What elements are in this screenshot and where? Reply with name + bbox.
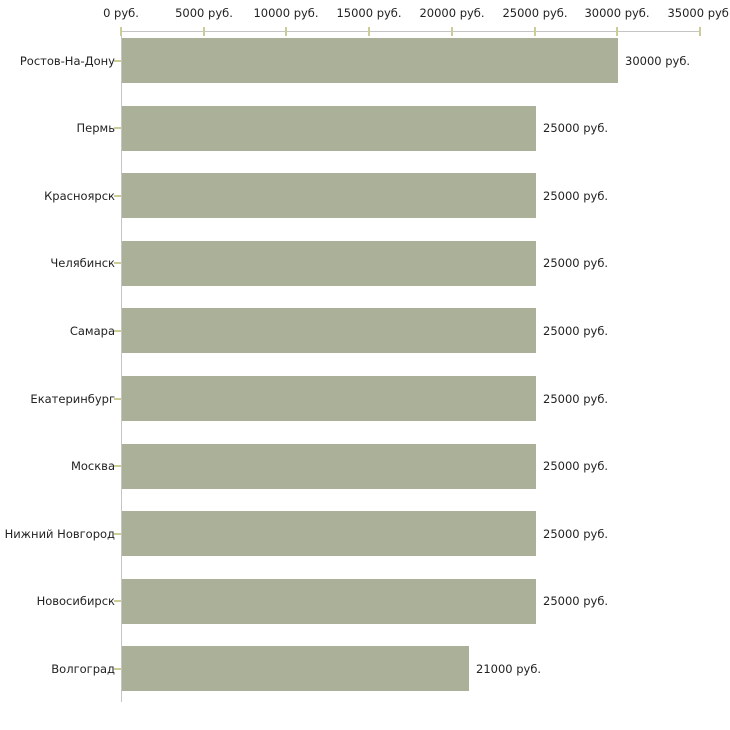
x-axis-line (121, 31, 700, 32)
bar (122, 308, 536, 353)
y-axis-tick (114, 330, 121, 332)
category-label: Волгоград (51, 662, 115, 676)
x-axis-tick (534, 27, 536, 36)
bar (122, 579, 536, 624)
value-label: 25000 руб. (543, 189, 609, 203)
category-label: Самара (69, 324, 115, 338)
category-label: Пермь (76, 121, 115, 135)
bar (122, 241, 536, 286)
x-axis-tick-label: 10000 руб. (253, 6, 319, 20)
x-axis-tick-label: 25000 руб. (502, 6, 568, 20)
y-axis-tick (114, 398, 121, 400)
x-axis-tick (203, 27, 205, 36)
x-axis-tick-label: 35000 руб. (667, 6, 730, 20)
value-label: 25000 руб. (543, 121, 609, 135)
bar (122, 444, 536, 489)
y-axis-tick (114, 262, 121, 264)
value-label: 21000 руб. (476, 662, 542, 676)
x-axis-tick (120, 27, 122, 36)
category-label: Москва (70, 459, 115, 473)
value-label: 30000 руб. (625, 54, 691, 68)
y-axis-tick (114, 127, 121, 129)
y-axis-line (121, 31, 122, 702)
x-axis-tick-label: 20000 руб. (419, 6, 485, 20)
bar (122, 38, 618, 83)
category-label: Челябинск (50, 256, 115, 270)
y-axis-tick (114, 195, 121, 197)
value-label: 25000 руб. (543, 594, 609, 608)
x-axis-tick (616, 27, 618, 36)
bar (122, 106, 536, 151)
y-axis-tick (114, 668, 121, 670)
x-axis-tick-label: 15000 руб. (336, 6, 402, 20)
x-axis-tick-label: 5000 руб. (175, 6, 233, 20)
bar (122, 511, 536, 556)
value-label: 25000 руб. (543, 527, 609, 541)
category-label: Екатеринбург (30, 392, 115, 406)
y-axis-tick (114, 600, 121, 602)
y-axis-tick (114, 465, 121, 467)
x-axis-tick (285, 27, 287, 36)
y-axis-tick (114, 60, 121, 62)
x-axis-tick (368, 27, 370, 36)
bar (122, 376, 536, 421)
category-label: Ростов-На-Дону (19, 54, 115, 68)
value-label: 25000 руб. (543, 459, 609, 473)
x-axis-tick-label: 30000 руб. (584, 6, 650, 20)
category-label: Нижний Новгород (4, 527, 115, 541)
category-label: Новосибирск (36, 594, 115, 608)
value-label: 25000 руб. (543, 324, 609, 338)
bar (122, 646, 469, 691)
x-axis-tick (451, 27, 453, 36)
x-axis-tick-label: 0 руб. (103, 6, 139, 20)
x-axis-tick (699, 27, 701, 36)
value-label: 25000 руб. (543, 256, 609, 270)
bar (122, 173, 536, 218)
value-label: 25000 руб. (543, 392, 609, 406)
y-axis-tick (114, 533, 121, 535)
category-label: Красноярск (44, 189, 115, 203)
